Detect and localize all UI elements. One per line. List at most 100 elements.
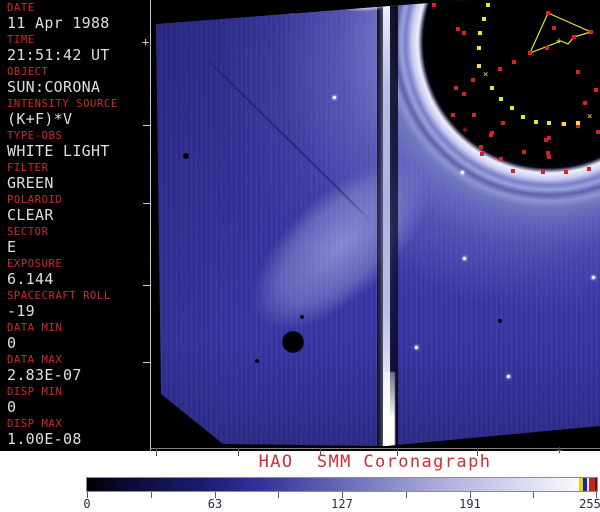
star-marker-red [589, 30, 593, 34]
dark-artifact [498, 319, 502, 323]
metadata-field: POLAROID CLEAR [7, 194, 150, 223]
field-value: CLEAR [7, 206, 54, 224]
colorbar-stripe-light [587, 478, 589, 491]
field-label: TYPE-OBS [7, 130, 63, 142]
field-label: FILTER [7, 162, 49, 174]
star-speck [415, 346, 418, 349]
star-marker-red [528, 51, 532, 55]
star-marker-red [594, 88, 598, 92]
field-value: WHITE LIGHT [7, 142, 110, 160]
footer: HAO SMM Coronagraph [0, 451, 600, 512]
metadata-field: INTENSITY SOURCE (K+F)*V [7, 98, 150, 127]
field-value: (K+F)*V [7, 110, 73, 128]
star-marker-red [462, 31, 466, 35]
star-plus-marker-red: + [462, 125, 469, 136]
metadata-field: DISP MAX 1.00E-08 [7, 418, 150, 447]
pylon-shadow-right [390, 0, 398, 446]
field-label: DATA MAX [7, 354, 63, 366]
metadata-field: DISP MIN 0 [7, 386, 150, 415]
star-speck [290, 10, 293, 13]
star-speck [173, 435, 176, 438]
sidebar-fields: DATE 11 Apr 1988 TIME 21:51:42 UT OBJECT SUN:… [7, 2, 150, 447]
field-label: POLAROID [7, 194, 63, 206]
metadata-field: TIME 21:51:42 UT [7, 34, 150, 63]
field-label: DISP MIN [7, 386, 63, 398]
star-marker-red [471, 78, 475, 82]
field-label: DISP MAX [7, 418, 63, 430]
pylon-bright-foot [384, 372, 395, 446]
colorbar-stripe-red [589, 478, 595, 491]
metadata-field: DATA MIN 0 [7, 322, 150, 351]
dark-artifact [282, 331, 304, 353]
star-marker-yellow [490, 86, 494, 90]
metadata-field: SECTOR E [7, 226, 150, 255]
star-marker-red [501, 121, 505, 125]
metadata-field: SPACECRAFT ROLL -19 [7, 290, 150, 319]
star-marker-red [451, 113, 455, 117]
star-marker-red [564, 170, 568, 174]
star-marker-red [462, 92, 466, 96]
star-speck [461, 171, 464, 174]
metadata-field: EXPOSURE 6.144 [7, 258, 150, 287]
star-marker-yellow [499, 97, 503, 101]
constellation-polygon [528, 12, 593, 55]
star-marker-red [545, 46, 549, 50]
star-marker-red [454, 86, 458, 90]
occulter-pylon [383, 0, 390, 446]
star-marker-red [480, 152, 484, 156]
frame-border-bottom [151, 448, 600, 449]
star-marker-red [489, 133, 493, 137]
field-value: 2.83E-07 [7, 366, 82, 384]
star-marker-red [456, 27, 460, 31]
star-marker-yellow [486, 3, 490, 7]
star-marker-red [490, 131, 494, 135]
metadata-field: DATA MAX 2.83E-07 [7, 354, 150, 383]
field-value: 11 Apr 1988 [7, 14, 110, 32]
colorbar-stripe-blue [583, 478, 587, 491]
image-title: HAO SMM Coronagraph [258, 452, 492, 472]
colorbar-stripe-yellow [579, 478, 583, 491]
star-marker-yellow [521, 115, 525, 119]
sidebar: DATE 11 Apr 1988 TIME 21:51:42 UT OBJECT SUN:… [0, 0, 150, 451]
star-marker-red [583, 101, 587, 105]
star-marker-red [576, 124, 580, 128]
field-value: -19 [7, 302, 35, 320]
field-label: EXPOSURE [7, 258, 63, 270]
star-marker-red [587, 167, 591, 171]
dark-artifact [255, 359, 259, 363]
field-value: GREEN [7, 174, 54, 192]
photo-overlay: × × + + [156, 0, 600, 446]
star-marker-yellow [562, 122, 566, 126]
star-speck [205, 440, 208, 443]
metadata-field: FILTER GREEN [7, 162, 150, 191]
star-marker-red [544, 138, 548, 142]
field-value: 1.00E-08 [7, 430, 82, 448]
star-marker-yellow [576, 121, 580, 125]
star-marker-red [547, 155, 551, 159]
star-marker-yellow [482, 17, 486, 21]
star-speck [463, 257, 466, 260]
field-value: 21:51:42 UT [7, 46, 110, 64]
star-marker-red [546, 11, 550, 15]
field-label: OBJECT [7, 66, 49, 78]
field-label: TIME [7, 34, 35, 46]
star-marker-red [596, 130, 600, 134]
star-x-marker: × [483, 70, 489, 80]
field-label: DATE [7, 2, 35, 14]
star-plus-marker: + [556, 36, 563, 47]
dark-artifact [300, 315, 304, 319]
star-marker-yellow [547, 121, 551, 125]
star-marker-red [546, 151, 550, 155]
dark-artifact [183, 153, 189, 159]
star-marker-red [511, 169, 515, 173]
star-marker-yellow [477, 64, 481, 68]
metadata-field: OBJECT SUN:CORONA [7, 66, 150, 95]
field-label: SECTOR [7, 226, 49, 238]
star-marker-yellow [477, 46, 481, 50]
field-label: DATA MIN [7, 322, 63, 334]
star-speck [507, 375, 510, 378]
field-value: 0 [7, 398, 17, 416]
star-marker-red [547, 136, 551, 140]
star-x-marker: × [587, 112, 593, 122]
